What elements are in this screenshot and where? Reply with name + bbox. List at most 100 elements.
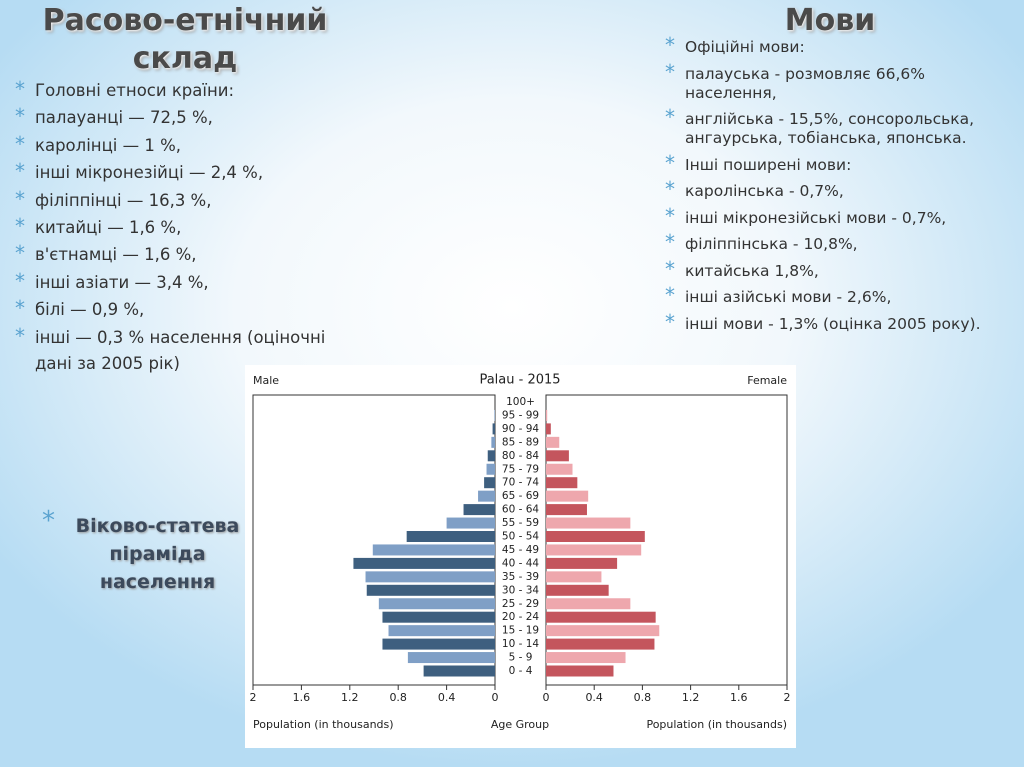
bar: [546, 504, 587, 516]
x-tick-label: 1.6: [293, 691, 311, 704]
bar: [423, 665, 495, 677]
bar: [407, 652, 495, 664]
bar: [546, 423, 551, 435]
bar: [491, 436, 495, 448]
age-label: 75 - 79: [502, 463, 539, 475]
bar: [546, 436, 560, 448]
chart: Palau - 2015 Male Female Population (in …: [245, 365, 796, 748]
bar: [486, 463, 495, 475]
x-tick-label: 1.2: [682, 691, 700, 704]
x-axis-label: Population (in thousands): [646, 718, 787, 731]
ethnic-list: Головні етноси країни:палауанці — 72,5 %…: [15, 76, 355, 378]
bullet-item: інші мікронезійські мови - 0,7%,: [665, 207, 1005, 228]
bar: [546, 625, 660, 637]
bar: [446, 517, 495, 529]
bullet-item: Головні етноси країни:: [15, 76, 355, 104]
bullet-item: китайці — 1,6 %,: [15, 213, 355, 241]
age-label: 50 - 54: [502, 531, 540, 543]
bullet-item: інші азіати — 3,4 %,: [15, 268, 355, 296]
bar: [494, 409, 495, 421]
bar: [546, 531, 645, 542]
female-label: Female: [747, 374, 787, 387]
age-label: 60 - 64: [502, 504, 540, 516]
x-axis-label: Population (in thousands): [253, 718, 394, 731]
bullet-item: інші мікронезійці — 2,4 %,: [15, 158, 355, 186]
age-label: 35 - 39: [502, 571, 539, 583]
age-label: 80 - 84: [502, 450, 540, 462]
bullet: *: [42, 506, 55, 536]
x-tick-label: 0.4: [585, 691, 603, 704]
bar: [546, 571, 602, 583]
age-label: 15 - 19: [502, 625, 539, 637]
x-tick-label: 0: [492, 691, 499, 704]
bar: [546, 409, 548, 421]
x-tick-label: 1.2: [341, 691, 359, 704]
bullet-item: китайська 1,8%,: [665, 260, 1005, 281]
bar: [546, 598, 631, 610]
bullet-item: Інші поширені мови:: [665, 154, 1005, 175]
bar: [546, 557, 618, 569]
bullet-item: в'єтнамці — 1,6 %,: [15, 240, 355, 268]
left-title: Расово-етнічний склад: [42, 3, 328, 76]
bar: [492, 423, 495, 435]
bullet-item: філіппінська - 10,8%,: [665, 233, 1005, 254]
bar: [546, 638, 655, 650]
bar: [484, 477, 495, 489]
age-label: 25 - 29: [502, 598, 539, 610]
language-list: Офіційні мови: палауська - розмовляє 66,6…: [665, 36, 1005, 341]
bullet-item: інші мови - 1,3% (оцінка 2005 року).: [665, 313, 1005, 334]
bar: [546, 450, 569, 462]
bullet-item: палауська - розмовляє 66,6% населення,: [665, 63, 1005, 103]
bar: [366, 584, 495, 596]
x-tick-label: 0.4: [438, 691, 456, 704]
bar: [463, 504, 495, 516]
bar: [546, 665, 614, 677]
age-label: 90 - 94: [502, 423, 540, 435]
male-label: Male: [253, 374, 279, 387]
bar: [546, 544, 642, 556]
pyramid-caption: Віково-статева піраміда населення: [75, 515, 240, 593]
bullet-item: Офіційні мови:: [665, 36, 1005, 57]
age-label: 65 - 69: [502, 490, 539, 502]
bar: [388, 625, 495, 637]
x-tick-label: 0: [543, 691, 550, 704]
age-label: 10 - 14: [502, 638, 540, 650]
bullet-item: палауанці — 72,5 %,: [15, 103, 355, 131]
bullet-item: англійська - 15,5%, сонсорольська, ангау…: [665, 108, 1005, 148]
bar: [378, 598, 495, 610]
bar: [365, 571, 495, 583]
age-label: 5 - 9: [509, 652, 533, 664]
age-label: 70 - 74: [502, 477, 540, 489]
age-label: 40 - 44: [502, 557, 540, 569]
category-axis-label: Age Group: [491, 718, 549, 731]
bar: [382, 611, 495, 623]
age-label: 30 - 34: [502, 584, 540, 596]
x-tick-label: 2: [250, 691, 257, 704]
age-label: 0 - 4: [509, 665, 533, 677]
x-tick-label: 0.8: [389, 691, 407, 704]
bar: [546, 463, 573, 475]
bullet-item: інші азійські мови - 2,6%,: [665, 286, 1005, 307]
right-title: Мови: [784, 3, 876, 38]
chart-title: Palau - 2015: [479, 373, 560, 388]
bar: [406, 531, 495, 542]
bullet-item: інші — 0,3 % населення (оціночні дані за…: [15, 323, 355, 377]
age-label: 45 - 49: [502, 544, 539, 556]
age-label: 85 - 89: [502, 436, 539, 448]
age-label: 55 - 59: [502, 517, 539, 529]
bar: [546, 490, 589, 502]
bar: [478, 490, 495, 502]
bar: [546, 477, 578, 489]
x-tick-label: 1.6: [730, 691, 748, 704]
age-label: 20 - 24: [502, 611, 540, 623]
bar: [546, 584, 609, 596]
bullet-item: філіппінці — 16,3 %,: [15, 186, 355, 214]
bar: [546, 652, 626, 664]
x-tick-label: 2: [784, 691, 791, 704]
bar: [487, 450, 495, 462]
bar: [353, 557, 495, 569]
bullet-item: каролінська - 0,7%,: [665, 180, 1005, 201]
bar: [382, 638, 495, 650]
x-tick-label: 0.8: [634, 691, 652, 704]
